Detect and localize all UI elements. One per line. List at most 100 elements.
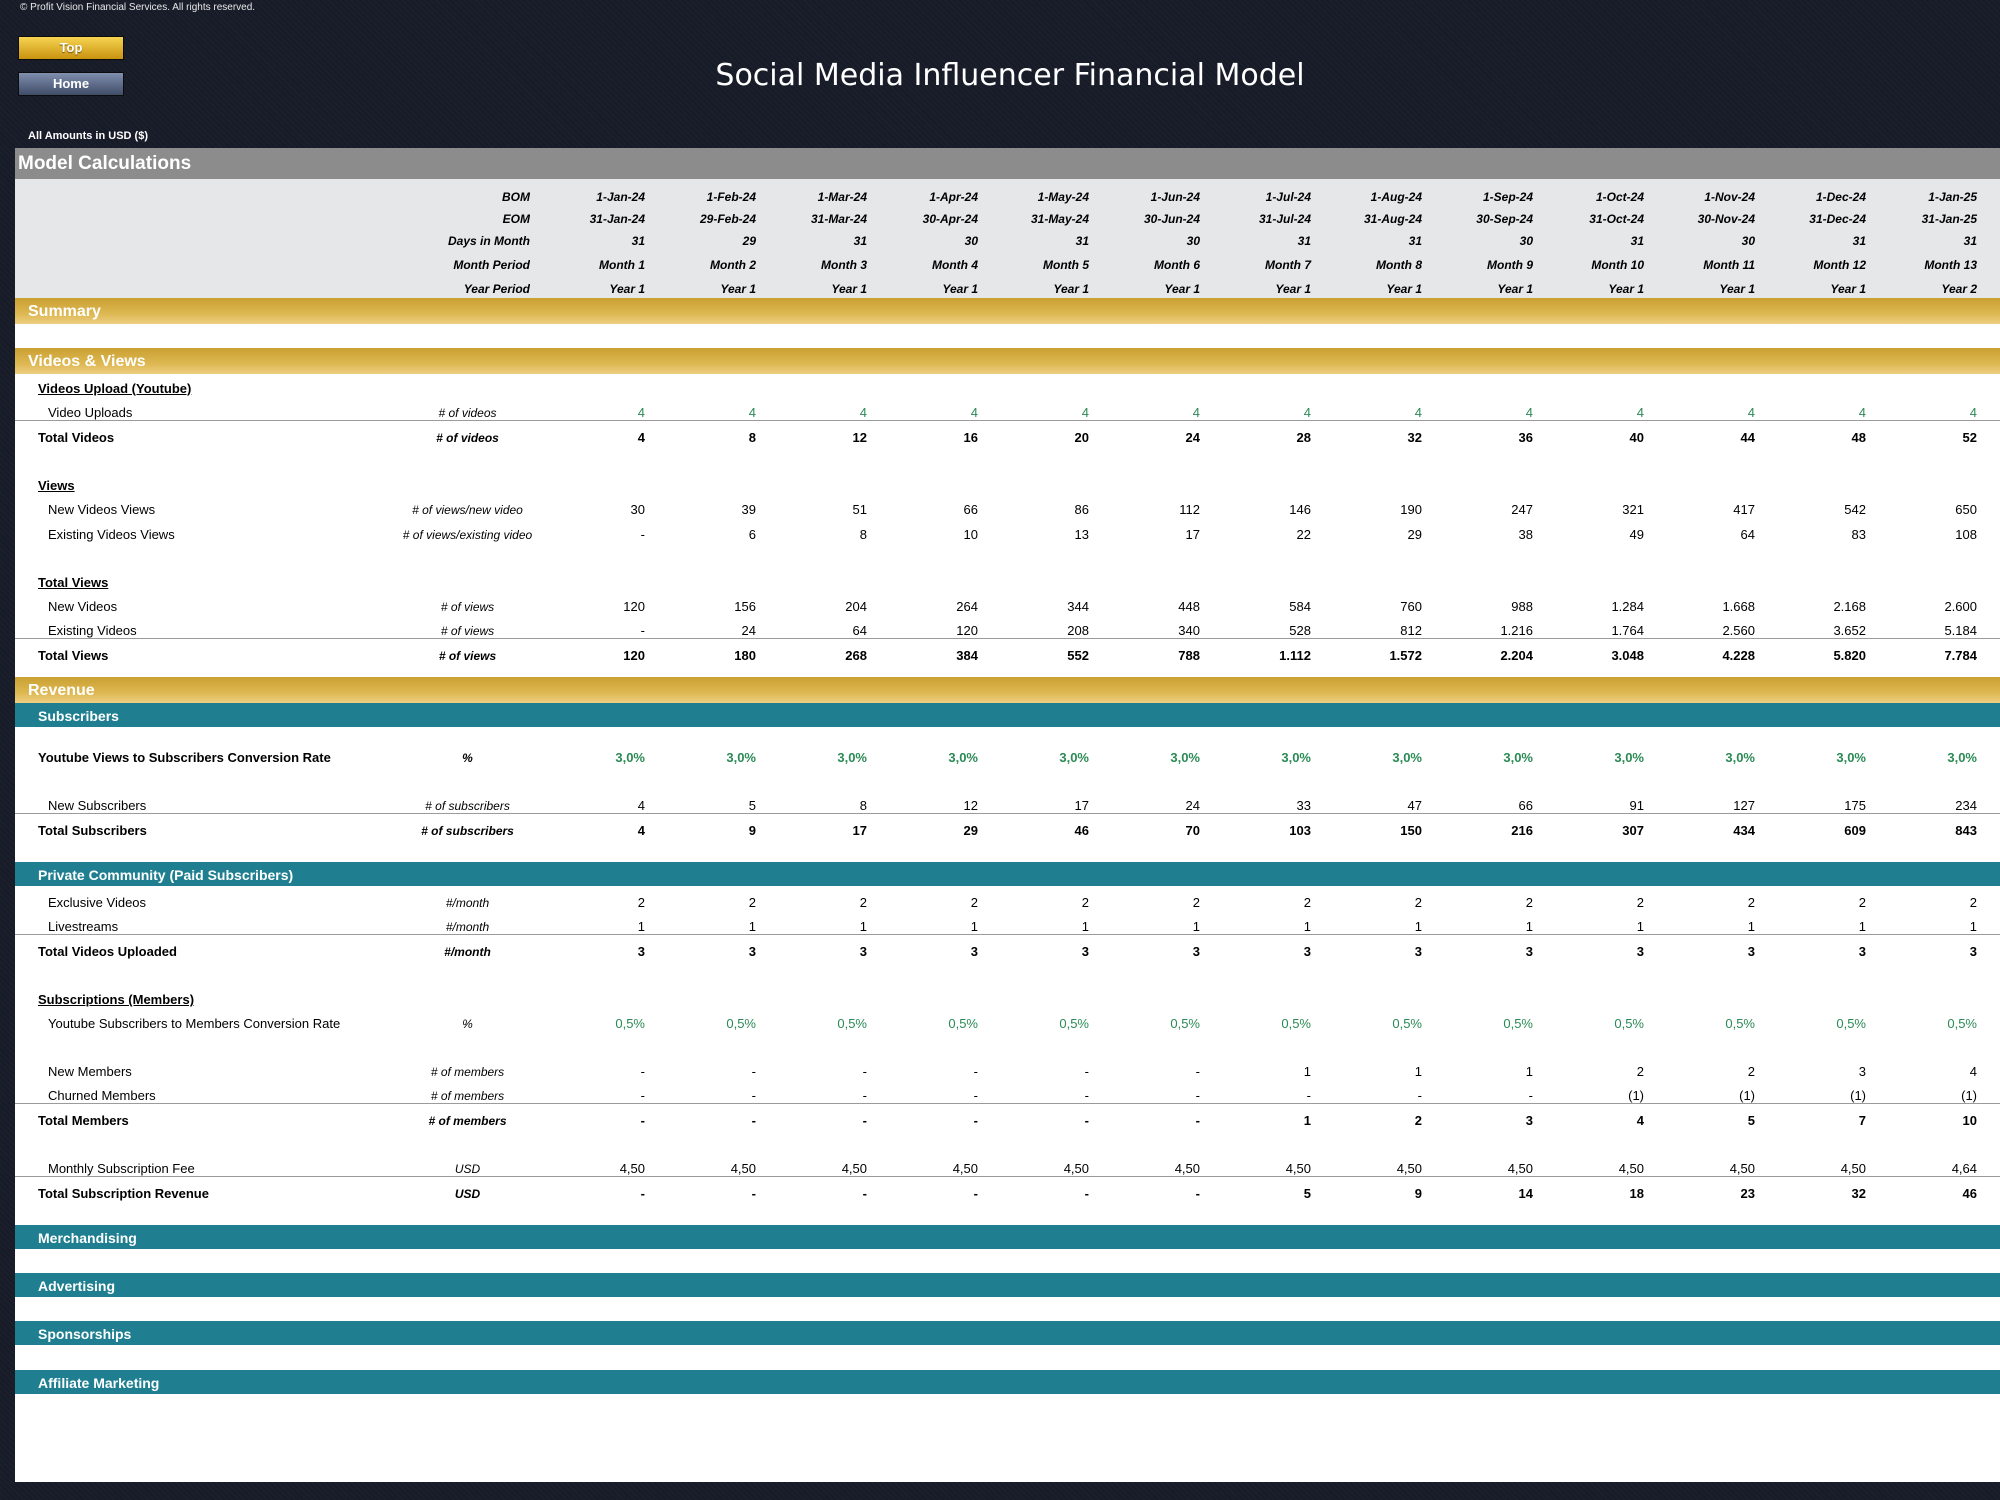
value-cell[interactable]: 1	[1081, 919, 1089, 934]
value-cell[interactable]: Year 1	[1053, 282, 1089, 296]
value-cell[interactable]: 36	[1518, 430, 1533, 445]
value-cell[interactable]: 150	[1400, 823, 1422, 838]
value-cell[interactable]: Month 4	[932, 258, 978, 272]
value-cell[interactable]: 3	[748, 944, 756, 959]
value-cell[interactable]: 9	[748, 823, 756, 838]
value-cell[interactable]: 4,50	[1063, 1161, 1089, 1176]
value-cell[interactable]: 1-Aug-24	[1370, 190, 1422, 204]
value-cell[interactable]: 31	[1297, 234, 1311, 248]
value-cell[interactable]: 3	[1636, 944, 1644, 959]
value-cell[interactable]: 3	[1747, 944, 1755, 959]
value-cell[interactable]: 4	[1969, 1064, 1977, 1079]
value-cell[interactable]: 1-Jul-24	[1265, 190, 1311, 204]
value-cell[interactable]: 12	[852, 430, 867, 445]
value-cell[interactable]: -	[640, 1088, 645, 1103]
value-cell[interactable]: 3,0%	[1392, 750, 1422, 765]
value-cell[interactable]: Year 1	[1164, 282, 1200, 296]
value-cell[interactable]: 4	[1636, 1113, 1644, 1128]
value-cell[interactable]: 8	[859, 798, 867, 813]
value-cell[interactable]: 32	[1407, 430, 1422, 445]
value-cell[interactable]: -	[1084, 1113, 1089, 1128]
value-cell[interactable]: 3,0%	[948, 750, 978, 765]
value-cell[interactable]: -	[1195, 1064, 1200, 1079]
value-cell[interactable]: 988	[1511, 599, 1533, 614]
value-cell[interactable]: -	[862, 1064, 867, 1079]
value-cell[interactable]: 108	[1955, 527, 1977, 542]
value-cell[interactable]: 4,50	[730, 1161, 756, 1176]
value-cell[interactable]: 542	[1844, 502, 1866, 517]
value-cell[interactable]: 307	[1622, 823, 1644, 838]
value-cell[interactable]: 3,0%	[1947, 750, 1977, 765]
value-cell[interactable]: 1.668	[1722, 599, 1755, 614]
value-cell[interactable]: 120	[956, 623, 978, 638]
value-cell[interactable]: 4	[970, 405, 978, 420]
value-cell[interactable]: 1-Apr-24	[929, 190, 978, 204]
value-cell[interactable]: 146	[1289, 502, 1311, 517]
value-cell[interactable]: 39	[741, 502, 756, 517]
value-cell[interactable]: 5	[1303, 1186, 1311, 1201]
value-cell[interactable]: 0,5%	[837, 1016, 867, 1031]
value-cell[interactable]: 234	[1955, 798, 1977, 813]
value-cell[interactable]: 344	[1067, 599, 1089, 614]
value-cell[interactable]: -	[1306, 1088, 1311, 1103]
value-cell[interactable]: Month 11	[1703, 258, 1755, 272]
value-cell[interactable]: 7	[1858, 1113, 1866, 1128]
value-cell[interactable]: 4	[1081, 405, 1089, 420]
value-cell[interactable]: 1	[1858, 919, 1866, 934]
value-cell[interactable]: -	[862, 1186, 867, 1201]
value-cell[interactable]: 49	[1629, 527, 1644, 542]
value-cell[interactable]: 3,0%	[1059, 750, 1089, 765]
value-cell[interactable]: Year 1	[1497, 282, 1533, 296]
value-cell[interactable]: -	[1084, 1064, 1089, 1079]
value-cell[interactable]: 2	[1414, 895, 1422, 910]
value-cell[interactable]: 24	[741, 623, 756, 638]
value-cell[interactable]: Year 1	[720, 282, 756, 296]
value-cell[interactable]: 14	[1518, 1186, 1533, 1201]
value-cell[interactable]: 650	[1955, 502, 1977, 517]
value-cell[interactable]: 30-Nov-24	[1697, 212, 1755, 226]
value-cell[interactable]: 5	[1747, 1113, 1755, 1128]
value-cell[interactable]: Year 1	[1719, 282, 1755, 296]
value-cell[interactable]: -	[751, 1064, 756, 1079]
value-cell[interactable]: 24	[1185, 798, 1200, 813]
value-cell[interactable]: 3	[1192, 944, 1200, 959]
value-cell[interactable]: 1-Dec-24	[1815, 190, 1866, 204]
value-cell[interactable]: 30	[630, 502, 645, 517]
value-cell[interactable]: 0,5%	[1392, 1016, 1422, 1031]
value-cell[interactable]: 17	[852, 823, 867, 838]
value-cell[interactable]: 46	[1074, 823, 1089, 838]
value-cell[interactable]: -	[973, 1088, 978, 1103]
value-cell[interactable]: 1	[1414, 1064, 1422, 1079]
value-cell[interactable]: 31	[1075, 234, 1089, 248]
value-cell[interactable]: 2	[1969, 895, 1977, 910]
value-cell[interactable]: 0,5%	[948, 1016, 978, 1031]
value-cell[interactable]: 1.112	[1279, 648, 1311, 663]
value-cell[interactable]: 86	[1074, 502, 1089, 517]
value-cell[interactable]: 112	[1179, 502, 1200, 517]
value-cell[interactable]: 46	[1962, 1186, 1977, 1201]
value-cell[interactable]: 1	[859, 919, 867, 934]
value-cell[interactable]: 760	[1400, 599, 1422, 614]
value-cell[interactable]: 1	[1636, 919, 1644, 934]
value-cell[interactable]: 528	[1289, 623, 1311, 638]
value-cell[interactable]: 0,5%	[1059, 1016, 1089, 1031]
value-cell[interactable]: 0,5%	[1947, 1016, 1977, 1031]
value-cell[interactable]: -	[973, 1113, 978, 1128]
value-cell[interactable]: Year 1	[1608, 282, 1644, 296]
home-button[interactable]: Home	[18, 72, 124, 96]
value-cell[interactable]: 321	[1622, 502, 1644, 517]
value-cell[interactable]: 13	[1074, 527, 1089, 542]
value-cell[interactable]: 3,0%	[1614, 750, 1644, 765]
value-cell[interactable]: Year 2	[1941, 282, 1977, 296]
value-cell[interactable]: 3,0%	[1503, 750, 1533, 765]
value-cell[interactable]: 103	[1289, 823, 1311, 838]
value-cell[interactable]: 3	[1414, 944, 1422, 959]
value-cell[interactable]: 180	[734, 648, 756, 663]
value-cell[interactable]: 4,50	[841, 1161, 867, 1176]
value-cell[interactable]: 1.572	[1389, 648, 1422, 663]
value-cell[interactable]: 3,0%	[615, 750, 645, 765]
value-cell[interactable]: 1	[637, 919, 645, 934]
value-cell[interactable]: 48	[1851, 430, 1866, 445]
value-cell[interactable]: 552	[1067, 648, 1089, 663]
value-cell[interactable]: 175	[1844, 798, 1866, 813]
